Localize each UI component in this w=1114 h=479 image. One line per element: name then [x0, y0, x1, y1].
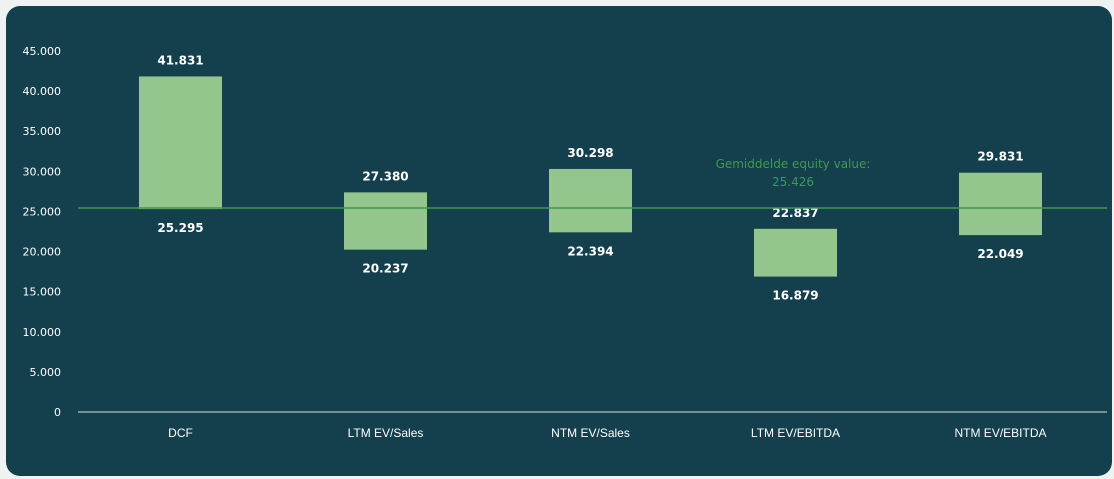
valuation-range-chart: 0 5.000 10.000 15.000 20.000 25.000 30.000 35.0… [6, 6, 1112, 476]
bar-low-label: 16.879 [772, 289, 818, 303]
y-tick-label: 10.000 [23, 326, 62, 339]
average-label-value: 25.426 [772, 175, 814, 189]
y-tick-label: 5.000 [30, 366, 62, 379]
range-bar [754, 229, 837, 277]
y-axis: 0 5.000 10.000 15.000 20.000 25.000 30.000 35.0… [23, 45, 62, 419]
category-label: NTM EV/EBITDA [954, 426, 1046, 440]
range-bar [139, 76, 222, 209]
average-label-title: Gemiddelde equity value: [716, 157, 871, 171]
y-tick-label: 15.000 [23, 286, 62, 299]
bar-high-label: 41.831 [157, 53, 203, 67]
bar-low-label: 22.394 [567, 244, 613, 258]
category-label: LTM EV/EBITDA [751, 426, 840, 440]
bar-low-label: 20.237 [362, 262, 408, 276]
y-tick-label: 0 [54, 406, 61, 419]
bar-high-label: 29.831 [977, 150, 1023, 164]
bar-high-label: 30.298 [567, 146, 613, 160]
y-tick-label: 40.000 [23, 85, 62, 98]
y-tick-label: 20.000 [23, 246, 62, 259]
bar-high-label: 27.380 [362, 169, 408, 183]
range-bar [549, 169, 632, 232]
category-label: LTM EV/Sales [348, 426, 424, 440]
y-tick-label: 45.000 [23, 45, 62, 58]
bar-low-label: 22.049 [977, 247, 1023, 261]
category-label: NTM EV/Sales [551, 426, 630, 440]
chart-panel: 0 5.000 10.000 15.000 20.000 25.000 30.000 35.0… [6, 6, 1112, 476]
bar-low-label: 25.295 [157, 221, 203, 235]
category-label: DCF [168, 426, 193, 440]
y-tick-label: 30.000 [23, 165, 62, 178]
range-bar [959, 173, 1042, 235]
y-tick-label: 25.000 [23, 205, 62, 218]
range-bar [344, 192, 427, 249]
y-tick-label: 35.000 [23, 125, 62, 138]
x-axis-categories: DCF LTM EV/Sales NTM EV/Sales LTM EV/EBITDA… [168, 426, 1046, 440]
